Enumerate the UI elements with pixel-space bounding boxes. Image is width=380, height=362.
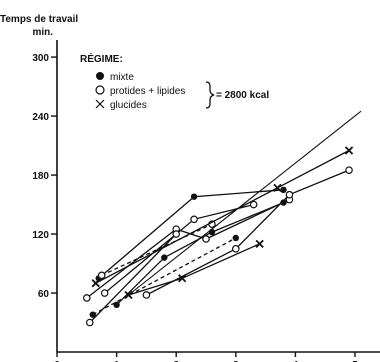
y-axis-label-line2: min.	[32, 27, 53, 38]
series-8	[124, 239, 264, 300]
y-tick-label: 120	[32, 230, 49, 241]
legend-marker-filled-circle	[96, 72, 104, 80]
data-point	[273, 183, 282, 192]
y-tick-label: 300	[32, 53, 49, 64]
data-point	[280, 199, 287, 206]
series-9	[142, 166, 353, 299]
chart-axes	[56, 40, 380, 353]
data-point	[83, 294, 91, 302]
x-tick-label: 5	[352, 360, 358, 362]
series-line	[146, 169, 350, 296]
series-line	[128, 243, 260, 296]
series-line	[95, 149, 350, 284]
series-10	[128, 110, 362, 296]
x-tick-label: 3	[233, 360, 239, 362]
legend-marker-cross	[95, 99, 105, 109]
data-point	[85, 318, 94, 327]
series-line	[92, 237, 237, 316]
data-point	[97, 271, 106, 280]
y-axis-label-line1: Temps de travail	[0, 14, 78, 25]
legend-item-mixte: mixte	[110, 72, 134, 83]
series-4	[113, 199, 287, 309]
series-line	[128, 110, 362, 296]
y-tick-label: 180	[32, 171, 49, 182]
legend-marker-open-circle	[95, 85, 105, 95]
series-7	[85, 230, 181, 327]
data-point	[280, 186, 287, 194]
x-tick-label: 0	[54, 360, 60, 362]
x-tick-label: 2	[173, 360, 179, 362]
data-point	[89, 311, 96, 318]
series-3	[100, 200, 258, 297]
series-line	[116, 201, 284, 306]
data-point	[345, 166, 353, 174]
series-0	[95, 186, 287, 282]
data-point	[91, 279, 100, 288]
data-point	[255, 239, 264, 249]
legend-note: = 2800 kcal	[216, 90, 269, 101]
series-line	[101, 223, 213, 276]
series-5	[91, 146, 354, 288]
data-point	[232, 244, 240, 253]
data-point	[172, 230, 181, 238]
x-tick-label: 1	[114, 360, 120, 362]
data-point	[249, 200, 258, 209]
series-group	[83, 110, 362, 327]
data-point	[142, 291, 151, 299]
series-6	[89, 234, 239, 318]
legend-item-protides-lipides: protides + lipides	[110, 86, 185, 97]
data-point	[208, 228, 216, 236]
y-tick-label: 240	[32, 112, 49, 123]
legend-title: RÉGIME:	[80, 52, 123, 65]
legend-item-glucides: glucides	[110, 100, 147, 111]
data-point	[232, 234, 239, 242]
data-point	[100, 289, 109, 297]
data-point	[285, 190, 294, 199]
legend-brace-icon	[205, 81, 215, 109]
series-line	[89, 233, 177, 323]
data-point	[344, 146, 354, 155]
data-point	[161, 254, 168, 261]
y-tick-label: 60	[38, 289, 50, 300]
legend: RÉGIME: mixte protides + lipides glucide…	[80, 52, 269, 111]
data-point	[190, 193, 198, 200]
data-point	[190, 215, 198, 224]
x-tick-label: 4	[293, 360, 299, 362]
y-ticks: 60 120 180 240 300	[32, 53, 57, 300]
x-ticks: 0 1 2 3 4 5	[54, 352, 358, 362]
